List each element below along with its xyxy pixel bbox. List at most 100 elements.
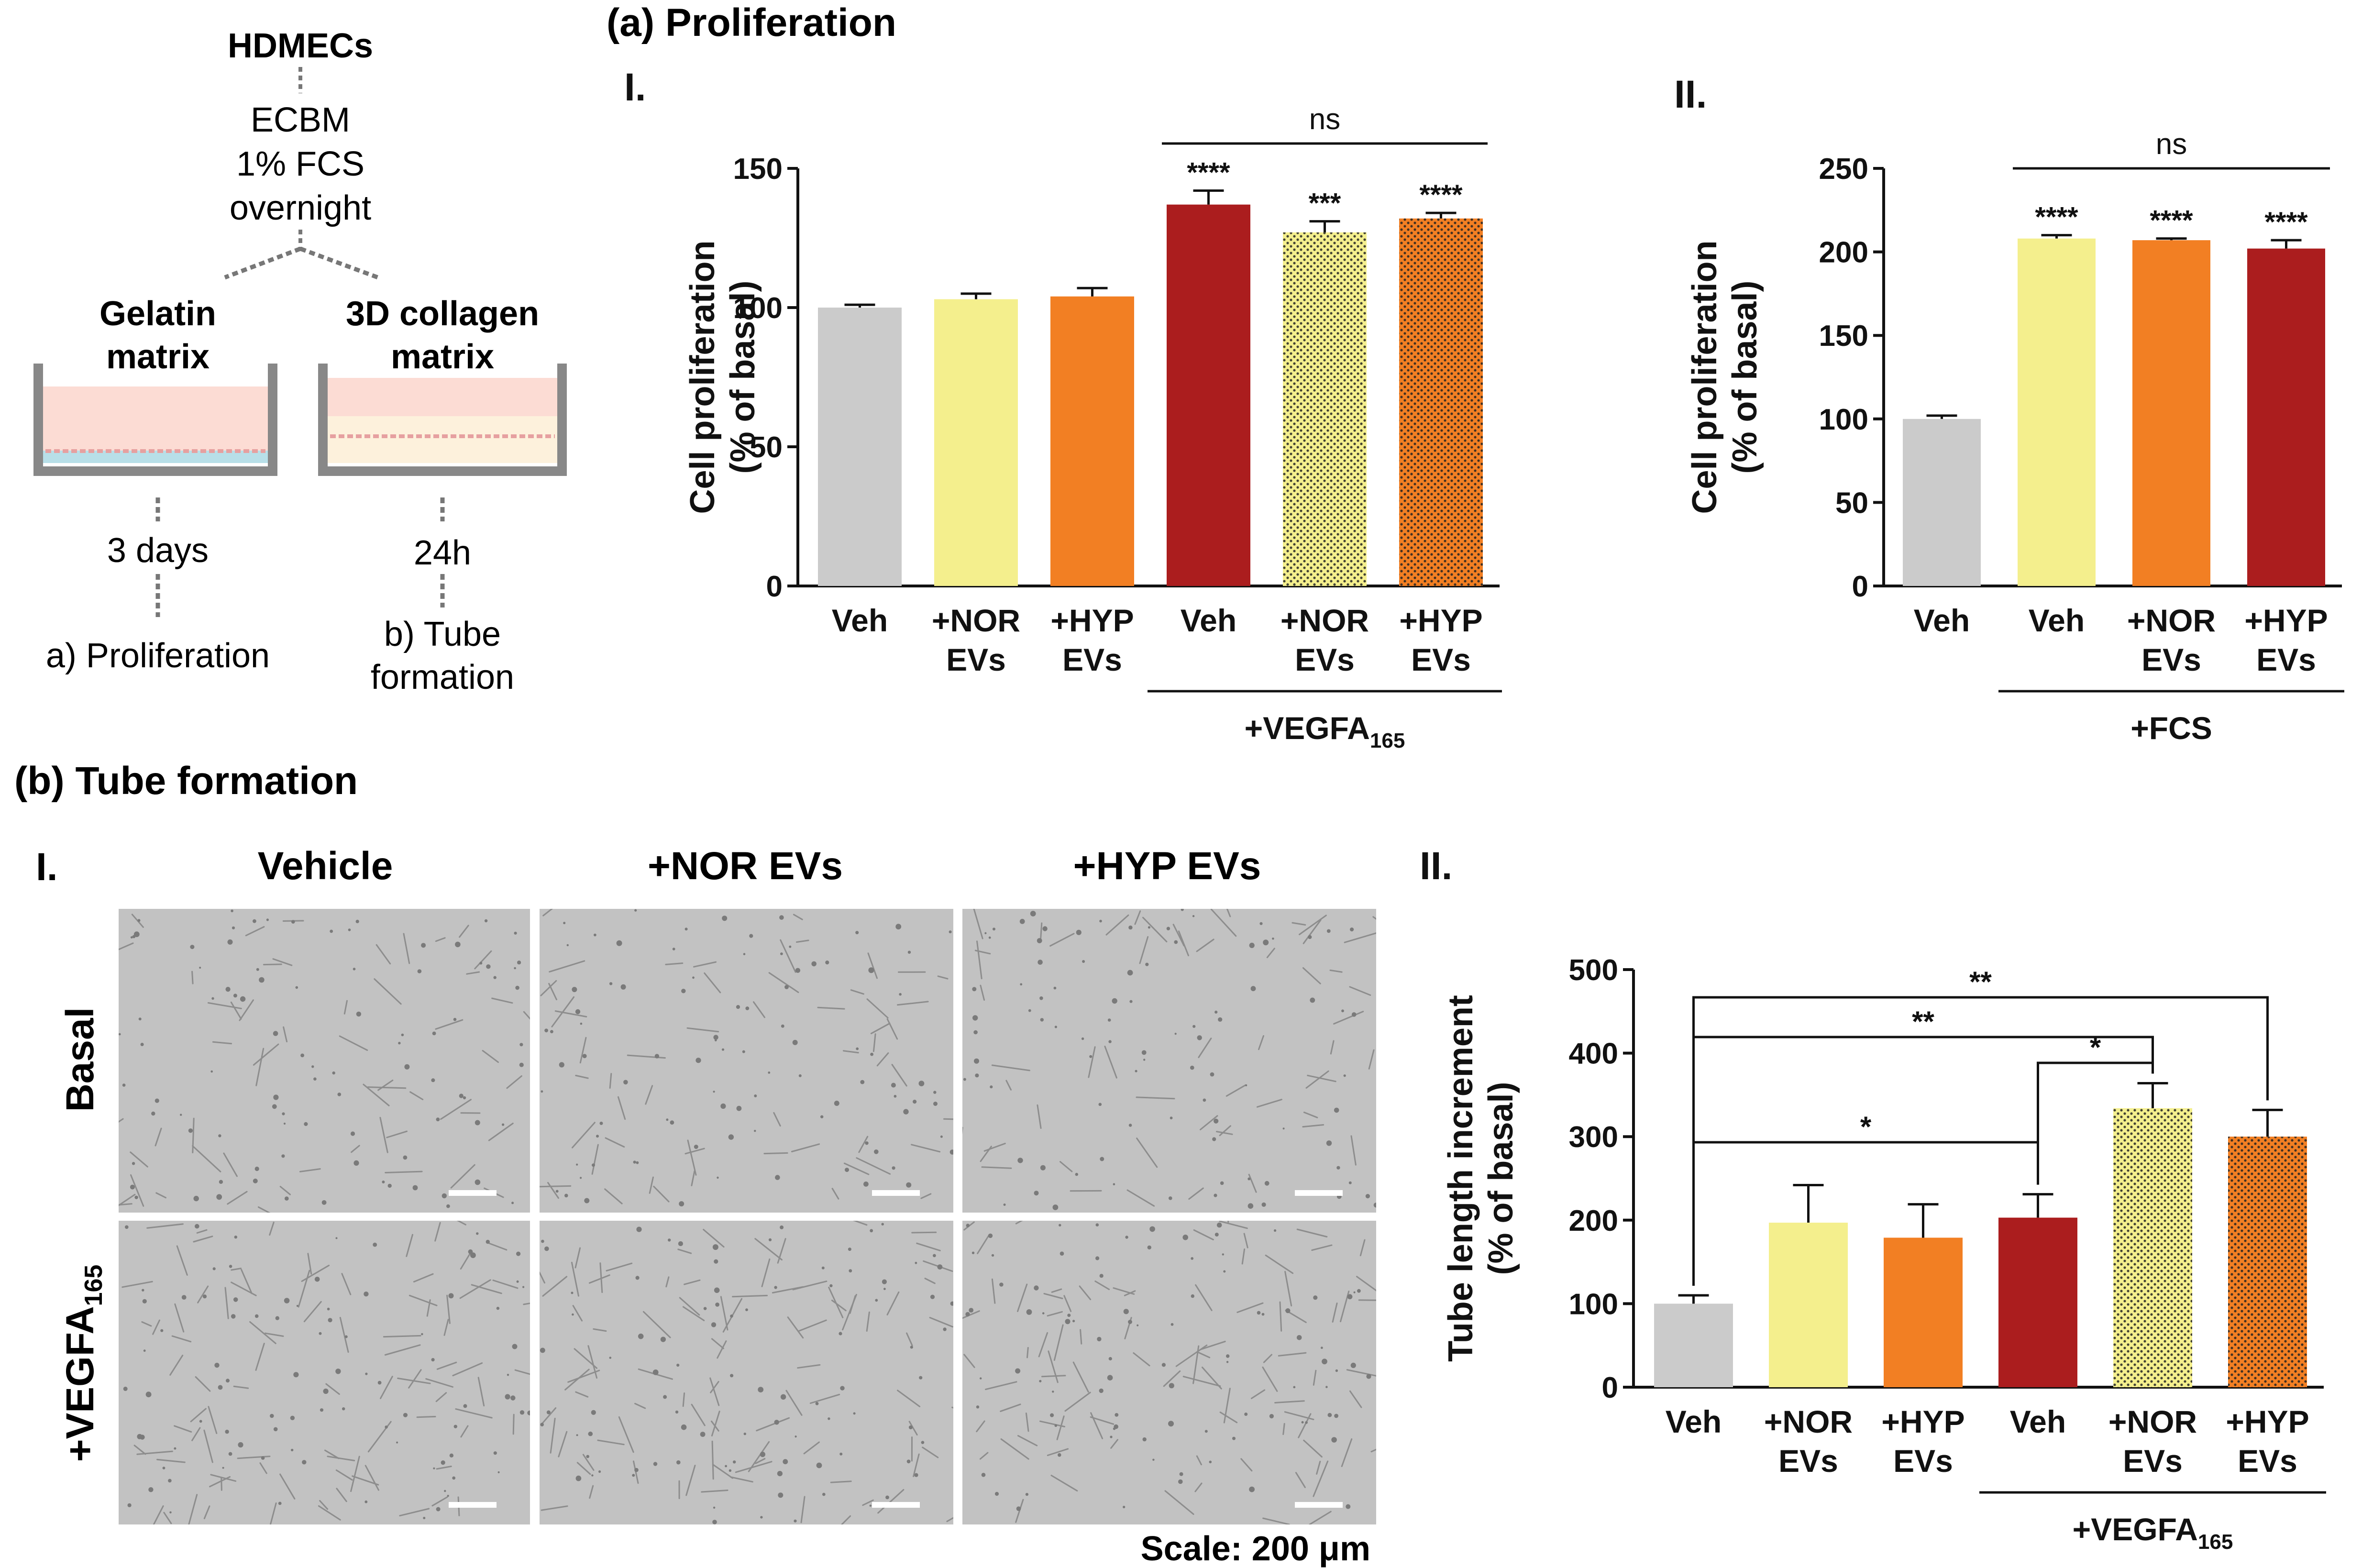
micrograph-texture [121,1221,530,1524]
schematic-right-readout-line-2: formation [371,658,514,696]
chart-panel-label: I. [624,66,646,109]
y-axis-title-line: Cell proliferation [1686,240,1724,514]
group-label: +VEGFA165 [1245,710,1405,752]
y-tick-label: 100 [1819,403,1868,436]
micrograph-texture [962,909,1376,1210]
group-label: +VEGFA165 [2073,1512,2233,1554]
y-axis-title-line: (% of basal) [1726,280,1764,474]
micrograph-texture [540,909,953,1207]
y-tick-label: 150 [1819,320,1868,353]
group-label-main: +VEGFA [1245,710,1370,746]
schematic-branch-left [224,246,301,280]
bar-pattern [2228,1137,2307,1387]
y-tick-label: 100 [733,292,783,325]
panel-a-title: (a) Proliferation [607,1,896,44]
x-category-label: Veh [2029,603,2085,638]
micrograph-texture [540,1221,953,1524]
comparison-label: * [1860,1111,1872,1143]
scale-bar [1295,1190,1343,1196]
y-tick-label: 400 [1569,1038,1618,1071]
comparison-bracket [1692,1141,2039,1286]
x-category-label: +HYP [1881,1404,1965,1439]
comparison-label: ns [1309,103,1340,136]
micrograph-row-vegfa-sub: 165 [80,1265,108,1306]
scale-bar [872,1190,920,1196]
x-category-label: EVs [2256,642,2316,677]
x-category-label: EVs [1295,642,1355,677]
bar-pattern [1283,232,1367,586]
micrograph-basal-nor-evs [540,909,953,1213]
chart-a-I: I. Cell proliferation(% of basal) 0 50 100 15… [624,66,1502,752]
x-category-label: EVs [1893,1443,1953,1479]
micrograph-column-vehicle: Vehicle [258,844,393,888]
comparison-label: ** [1912,1005,1934,1038]
chart-panel-label: II. [1674,73,1707,116]
micrograph-basal-vehicle [119,909,530,1213]
schematic-left-matrix-line-2: matrix [106,338,210,376]
schematic-right-matrix-line-2: matrix [391,338,494,376]
schematic-right-readout-line-1: b) Tube [384,615,501,653]
y-axis-title: Tube length increment(% of basal) [1442,995,1520,1362]
x-category-label: +NOR [2127,603,2216,638]
bar-pattern [1399,218,1483,586]
y-axis-title: Cell proliferation(% of basal) [684,240,762,514]
micrograph-vegfa-vehicle [119,1221,530,1524]
bar [2247,248,2325,586]
schematic-medium-line-1: ECBM [251,101,350,139]
schematic: HDMECs ECBM 1% FCS overnight Gelatin mat… [33,27,567,696]
significance-label: *** [1309,188,1341,219]
x-category-label: Veh [1666,1404,1722,1439]
y-tick-label: 0 [766,570,783,603]
bar [2018,238,2096,586]
y-tick-label: 200 [1819,236,1868,269]
group-label-main: +FCS [2130,710,2212,746]
x-category-label: EVs [2123,1443,2183,1479]
scale-bar [449,1502,497,1508]
x-category-label: EVs [1062,642,1122,677]
comparison-bracket [2037,1061,2154,1185]
schematic-right-matrix-line-1: 3D collagen [346,295,539,333]
x-category-label: EVs [1411,642,1471,677]
schematic-right-time: 24h [414,534,471,572]
x-category-label: Veh [2010,1404,2066,1439]
y-tick-label: 200 [1569,1204,1618,1237]
group-label-sub: 165 [1370,729,1405,752]
x-category-label: +NOR [1280,603,1369,638]
schematic-cells-label: HDMECs [228,27,373,65]
micrograph-row-basal: Basal [58,1007,102,1112]
x-category-label: EVs [2238,1443,2297,1479]
comparison-label: * [2090,1031,2101,1063]
bar [934,299,1018,586]
micrograph-texture [962,1221,1376,1524]
bar [1903,419,1981,586]
bar [1167,204,1250,586]
schematic-medium-line-3: overnight [230,189,371,227]
scale-label: Scale: 200 μm [1141,1530,1370,1568]
bar [1884,1237,1963,1387]
micrograph-texture [119,909,530,1213]
x-category-label: +HYP [1399,603,1482,638]
x-category-label: EVs [1778,1443,1838,1479]
bar-pattern [2113,1108,2192,1387]
significance-label: **** [1187,157,1230,188]
comparison-label: ns [2156,128,2187,161]
x-category-label: Veh [1914,603,1970,638]
y-axis-title-line: Cell proliferation [684,240,722,514]
micrograph-column-hyp-evs: +HYP EVs [1073,844,1261,888]
scale-bar [872,1502,920,1508]
schematic-medium-line-2: 1% FCS [236,145,364,183]
bar [1050,296,1134,586]
charts-layer: I.Cell proliferation(% of basal)05010015… [624,66,2344,1554]
y-tick-label: 100 [1569,1288,1618,1321]
x-category-label: EVs [946,642,1006,677]
x-category-label: +NOR [932,603,1020,638]
chart-a-II: II. Cell proliferation(% of basal) 0 50 100 1… [1674,73,2344,746]
bar [818,308,902,586]
x-category-label: EVs [2141,642,2201,677]
schematic-left-matrix-line-1: Gelatin [99,295,216,333]
scale-bar [1295,1502,1343,1508]
panel-b-title: (b) Tube formation [14,759,358,803]
significance-label: **** [2264,207,2308,238]
scale-bar [449,1190,497,1196]
